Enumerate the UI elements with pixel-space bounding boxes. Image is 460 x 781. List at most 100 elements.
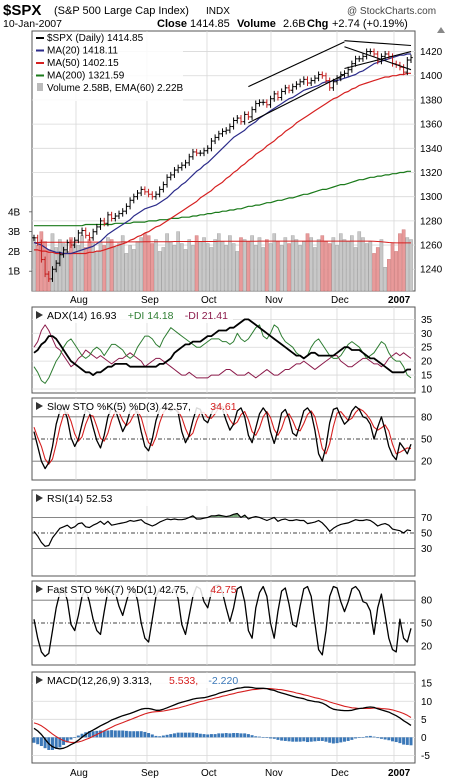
macd-histogram-bar xyxy=(191,732,195,738)
macd-histogram-bar xyxy=(376,737,380,739)
volume-bar xyxy=(161,247,166,292)
price-legend-item: MA(200) 1321.59 xyxy=(47,71,125,82)
volume-bar xyxy=(401,229,406,292)
volume-bar xyxy=(313,247,317,292)
macd-histogram-bar xyxy=(135,731,139,738)
volume-bar xyxy=(172,245,177,292)
macd-histogram-bar xyxy=(124,730,128,738)
volume-bar xyxy=(272,233,277,292)
volume-bar xyxy=(150,243,155,292)
volume-bar xyxy=(231,243,236,292)
adx-line xyxy=(33,318,411,377)
trendline xyxy=(248,74,345,124)
volume-bar xyxy=(205,243,210,292)
legend-swatch xyxy=(37,83,43,91)
macd-histogram-bar xyxy=(235,733,239,738)
volume-bar xyxy=(276,241,280,292)
ma20-line xyxy=(33,53,411,255)
volume-bar xyxy=(364,243,369,292)
fast_sto-legend-marker xyxy=(36,585,43,593)
macd-histogram-bar xyxy=(250,735,254,738)
volume-bar xyxy=(72,241,77,292)
macd-histogram-bar xyxy=(269,737,273,739)
macd-histogram-bar xyxy=(335,737,339,744)
macd-tick-label: 15 xyxy=(421,679,433,690)
macd-signal-line xyxy=(33,688,412,743)
macd-histogram-bar xyxy=(272,737,276,739)
chart-exchange: INDX xyxy=(206,6,230,17)
macd-histogram-bar xyxy=(224,733,228,738)
adx-legend-item: +DI 14.18 xyxy=(128,310,174,322)
x-axis-month-label: Oct xyxy=(201,295,217,306)
price-legend: $SPX (Daily) 1414.85 MA(20) 1418.11MA(50)… xyxy=(33,32,184,101)
trendline xyxy=(344,51,412,70)
fast_sto-legend-item: 42.75 xyxy=(210,584,236,596)
rsi-line xyxy=(33,512,412,547)
volume-bar xyxy=(253,245,258,292)
volume-bar xyxy=(353,247,358,292)
macd-histogram-bar xyxy=(309,737,313,742)
volume-bar xyxy=(168,241,173,292)
volume-bar xyxy=(80,235,84,292)
macd-tick-label: 0 xyxy=(421,733,427,744)
volume-bar xyxy=(194,235,199,292)
slow_sto-legend-bg xyxy=(33,399,233,414)
x-axis-month-label: 2007 xyxy=(388,295,411,306)
volume-bar xyxy=(139,237,143,292)
volume-bar xyxy=(327,243,332,292)
fast_sto-tick-label: 80 xyxy=(421,596,433,607)
x-axis-month-label-bottom: Dec xyxy=(331,768,349,779)
adx-tick-label: 25 xyxy=(421,343,433,354)
close-value: 1414.85 xyxy=(190,18,230,30)
trendline xyxy=(344,46,412,71)
rsi-tick-label: 50 xyxy=(421,529,433,540)
volume-bar xyxy=(209,247,214,292)
macd-histogram-bar xyxy=(276,737,280,740)
trendline xyxy=(344,40,412,47)
volume-bar xyxy=(338,233,343,292)
volume-bar xyxy=(379,239,384,292)
macd-histogram-bar xyxy=(243,733,247,738)
macd-histogram-bar xyxy=(379,737,383,739)
volume-bar xyxy=(372,253,376,292)
macd-histogram-bar xyxy=(294,737,298,742)
adx-legend-marker xyxy=(36,311,43,319)
volume-bar xyxy=(198,241,203,292)
macd-histogram-bar xyxy=(165,734,169,738)
chart-symbol: $SPX xyxy=(3,2,41,19)
volume-bar xyxy=(217,233,221,292)
macd-histogram-bar xyxy=(291,737,295,742)
volume-bar xyxy=(324,241,328,292)
volume-bar xyxy=(279,245,284,292)
macd-histogram-bar xyxy=(361,736,365,738)
macd-histogram-bar xyxy=(198,733,202,738)
macd-histogram-bar xyxy=(150,734,154,738)
slow_sto-tick-label: 20 xyxy=(421,457,433,468)
price-tick-label: 1260 xyxy=(420,241,443,252)
volume-bar xyxy=(109,239,114,292)
macd-histogram-bar xyxy=(202,734,206,738)
x-axis-month-label-bottom: 2007 xyxy=(388,768,411,779)
macd-histogram-bar xyxy=(180,732,184,738)
volume-bar xyxy=(246,241,251,292)
x-axis-month-label: Aug xyxy=(70,295,88,306)
macd-histogram-bar xyxy=(368,735,372,738)
slow_sto-tick-label: 80 xyxy=(421,412,433,423)
volume-bar xyxy=(106,237,110,292)
volume-bar xyxy=(294,239,299,292)
adx-tick-label: 20 xyxy=(421,357,433,368)
x-axis-month-label: Dec xyxy=(331,295,349,306)
macd-legend-item: 5.533, xyxy=(169,675,198,687)
chart-name: (S&P 500 Large Cap Index) xyxy=(54,5,189,17)
volume-tick-label: 4B xyxy=(8,207,21,218)
rsi-legend-bg xyxy=(33,491,233,506)
volume-bar xyxy=(290,235,295,292)
price-legend-item: MA(50) 1402.15 xyxy=(47,58,119,69)
volume-bar xyxy=(95,251,99,292)
volume-bar xyxy=(83,247,88,292)
trendline xyxy=(248,41,345,88)
volume-bar xyxy=(180,243,184,292)
volume-bar xyxy=(154,239,158,292)
macd-histogram-bar xyxy=(339,737,343,743)
